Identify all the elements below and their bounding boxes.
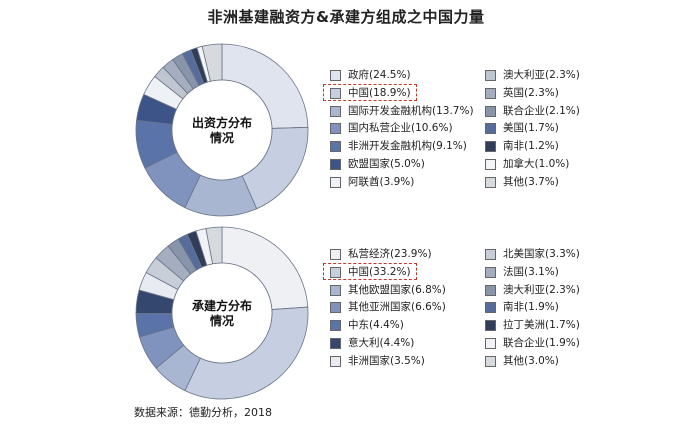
- data-source: 数据来源：德勤分析，2018: [134, 406, 272, 419]
- legend-swatch: [330, 338, 341, 349]
- legend-item: 意大利(4.4%): [330, 337, 414, 350]
- legend-label: 国内私营企业(10.6%): [348, 122, 453, 135]
- legend-item: 中国(33.2%): [330, 266, 411, 279]
- legend-swatch: [330, 249, 341, 260]
- legend-item: 联合企业(1.9%): [485, 337, 580, 350]
- legend-item: 拉丁美洲(1.7%): [485, 319, 580, 332]
- legend-label: 私营经济(23.9%): [348, 248, 432, 260]
- center-label-line-0: 出资方分布: [192, 115, 252, 130]
- highlight-box: [323, 83, 417, 101]
- legend-label: 南非(1.9%): [503, 301, 559, 314]
- legend-swatch: [485, 302, 496, 314]
- legend-label: 非洲开发金融机构(9.1%): [348, 140, 467, 153]
- legend-item: 其他亚洲国家(6.6%): [330, 301, 446, 314]
- legend-label: 国际开发金融机构(13.7%): [348, 104, 474, 117]
- legend-label: 非洲国家(3.5%): [348, 354, 425, 367]
- legend-label: 南非(1.2%): [503, 140, 559, 153]
- legend-label: 中国(18.9%): [348, 86, 411, 99]
- legend-item: 南非(1.9%): [485, 301, 559, 314]
- legend-swatch: [330, 302, 341, 314]
- legend-swatch: [485, 105, 496, 117]
- center-label-line-1: 情况: [210, 130, 234, 145]
- legend-swatch: [330, 87, 341, 99]
- legend-item: 加拿大(1.0%): [485, 158, 569, 171]
- legend-label: 澳大利亚(2.3%): [503, 283, 580, 296]
- legend-swatch: [330, 141, 341, 153]
- chart-title: 非洲基建融资方&承建方组成之中国力量: [207, 8, 485, 26]
- legend-label: 英国(2.3%): [503, 86, 559, 99]
- donut-hole: [171, 262, 273, 364]
- legend-swatch: [330, 70, 341, 81]
- legend-swatch: [485, 284, 496, 296]
- legend-item: 非洲国家(3.5%): [330, 355, 425, 368]
- legend-label: 阿联酋(3.9%): [348, 175, 415, 188]
- legend-item: 其他欧盟国家(6.8%): [330, 284, 446, 297]
- legend-item: 中东(4.4%): [330, 319, 404, 332]
- legend-item: 中国(18.9%): [330, 87, 411, 100]
- legend-item: 国内私营企业(10.6%): [330, 122, 453, 135]
- legend-label: 美国(1.7%): [503, 122, 559, 135]
- legend-item: 美国(1.7%): [485, 122, 559, 135]
- legend-item: 澳大利亚(2.3%): [485, 284, 580, 297]
- legend-swatch: [330, 266, 341, 278]
- legend-item: 国际开发金融机构(13.7%): [330, 105, 474, 118]
- legend-swatch: [485, 123, 496, 135]
- legend-item: 政府(24.5%): [330, 69, 411, 82]
- donut-hole: [171, 79, 273, 181]
- legend-swatch: [485, 338, 496, 349]
- legend-item: 其他(3.7%): [485, 176, 559, 189]
- legend-label: 其他(3.0%): [503, 354, 559, 367]
- legend-item: 欧盟国家(5.0%): [330, 158, 425, 171]
- legend-label: 其他欧盟国家(6.8%): [348, 283, 446, 296]
- legend-item: 非洲开发金融机构(9.1%): [330, 140, 467, 153]
- legend-swatch: [485, 320, 496, 332]
- legend-item: 澳大利亚(2.3%): [485, 69, 580, 82]
- legend-swatch: [330, 355, 341, 367]
- legend-item: 英国(2.3%): [485, 87, 559, 100]
- legend-label: 法国(3.1%): [503, 265, 559, 278]
- legend-label: 北美国家(3.3%): [503, 248, 580, 260]
- legend-label: 其他亚洲国家(6.6%): [348, 301, 446, 314]
- legend-item: 联合企业(2.1%): [485, 105, 580, 118]
- legend-label: 中东(4.4%): [348, 319, 404, 332]
- legend-item: 其他(3.0%): [485, 355, 559, 368]
- legend-swatch: [330, 320, 341, 332]
- legend-item: 私营经济(23.9%): [330, 248, 432, 261]
- legend-item: 阿联酋(3.9%): [330, 176, 414, 189]
- legend-label: 加拿大(1.0%): [503, 158, 570, 170]
- center-label-line-1: 情况: [210, 313, 234, 328]
- legend-swatch: [330, 105, 341, 117]
- center-label-line-0: 承建方分布: [192, 298, 252, 313]
- legend-swatch: [330, 176, 341, 188]
- legend-swatch: [330, 123, 341, 135]
- legend-label: 中国(33.2%): [348, 265, 411, 278]
- legend-swatch: [485, 249, 496, 260]
- legend-label: 欧盟国家(5.0%): [348, 158, 425, 170]
- legend-item: 法国(3.1%): [485, 266, 559, 279]
- legend-label: 政府(24.5%): [348, 69, 411, 81]
- legend-label: 其他(3.7%): [503, 175, 559, 188]
- legend-label: 拉丁美洲(1.7%): [503, 319, 580, 332]
- legend-label: 联合企业(1.9%): [503, 337, 580, 349]
- legend-swatch: [485, 141, 496, 153]
- legend-label: 意大利(4.4%): [348, 337, 415, 349]
- legend-swatch: [485, 159, 496, 170]
- legend-item: 南非(1.2%): [485, 140, 559, 153]
- legend-swatch: [330, 159, 341, 170]
- legend-swatch: [485, 176, 496, 188]
- legend-label: 联合企业(2.1%): [503, 104, 580, 117]
- legend-swatch: [485, 355, 496, 367]
- legend-swatch: [485, 266, 496, 278]
- legend-swatch: [485, 87, 496, 99]
- legend-swatch: [330, 284, 341, 296]
- legend-swatch: [485, 70, 496, 81]
- highlight-box: [323, 262, 417, 280]
- legend-item: 北美国家(3.3%): [485, 248, 580, 261]
- legend-label: 澳大利亚(2.3%): [503, 69, 580, 81]
